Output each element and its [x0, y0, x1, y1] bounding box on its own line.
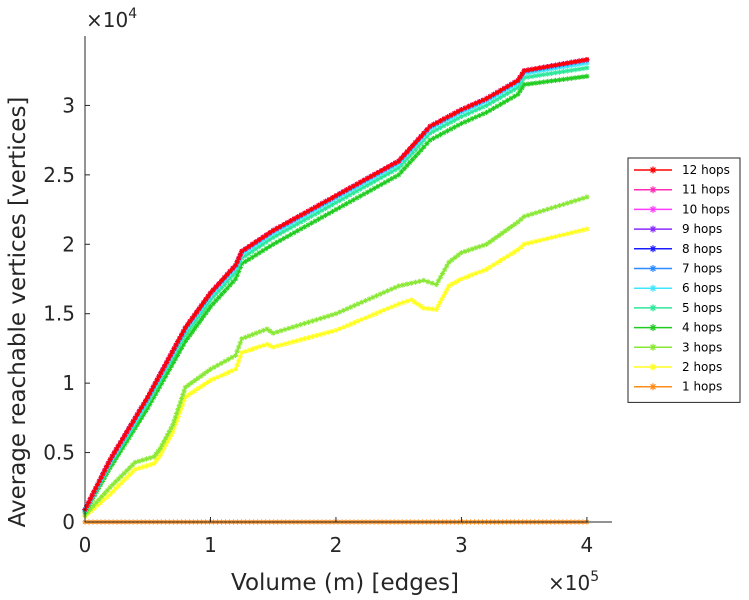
legend-marker	[649, 383, 657, 391]
legend-marker	[649, 265, 657, 272]
plot-area	[82, 57, 590, 525]
series-line	[84, 196, 588, 516]
legend: 12 hops 11 hops 10 hops 9 hops 8 hops 7 hops 6…	[627, 157, 741, 403]
legend-item: 1 hops	[634, 380, 722, 394]
series-10-hops	[82, 57, 590, 513]
y-tick-label: 1	[62, 371, 75, 395]
legend-label: 10 hops	[682, 202, 730, 216]
y-axis-label: Average reachable vertices [vertices]	[5, 97, 31, 528]
x-tick-label: 2	[330, 533, 343, 557]
legend-label: 5 hops	[682, 301, 722, 315]
legend-label: 12 hops	[682, 163, 730, 177]
series-11-hops	[82, 57, 590, 513]
legend-label: 3 hops	[682, 340, 722, 354]
legend-box	[627, 157, 741, 403]
legend-item: 5 hops	[634, 301, 722, 315]
series-9-hops	[82, 57, 590, 513]
x-tick-label: 3	[455, 533, 468, 557]
y-tick-label: 0.5	[43, 441, 75, 465]
legend-marker	[649, 324, 657, 332]
series-line	[84, 58, 588, 510]
y-axis: 0 0.5 1 1.5 2 2.5 3	[43, 36, 90, 534]
x-tick-label: 4	[581, 533, 594, 557]
series-markers	[82, 57, 590, 513]
y-tick-label: 3	[62, 93, 75, 117]
legend-label: 4 hops	[682, 321, 722, 335]
series-markers	[82, 60, 590, 513]
x-axis: 0 1 2 3 4	[79, 517, 612, 557]
series-markers	[82, 57, 590, 513]
legend-label: 8 hops	[682, 242, 722, 256]
series-line	[84, 58, 588, 510]
legend-item: 3 hops	[634, 340, 722, 354]
series-line	[84, 58, 588, 510]
legend-item: 9 hops	[634, 222, 722, 236]
legend-item: 4 hops	[634, 321, 722, 335]
legend-item: 2 hops	[634, 360, 722, 374]
legend-marker	[649, 166, 657, 174]
legend-label: 2 hops	[682, 360, 722, 374]
legend-label: 7 hops	[682, 262, 722, 276]
legend-item: 12 hops	[634, 163, 730, 177]
series-line	[84, 59, 588, 511]
legend-marker	[649, 284, 657, 292]
legend-marker	[649, 304, 657, 312]
x-tick-label: 0	[79, 533, 92, 557]
legend-label: 9 hops	[682, 222, 722, 236]
y-axis-multiplier: ×104	[86, 6, 137, 32]
legend-item: 7 hops	[634, 262, 722, 276]
x-axis-multiplier: ×105	[548, 569, 599, 595]
series-markers	[82, 65, 590, 514]
y-tick-label: 2	[62, 232, 75, 256]
legend-label: 1 hops	[682, 380, 722, 394]
series-6-hops	[82, 60, 590, 513]
legend-marker	[649, 186, 657, 194]
x-axis-label: Volume (m) [edges]	[231, 570, 459, 596]
series-line	[84, 58, 588, 510]
y-tick-label: 2.5	[43, 163, 75, 187]
series-5-hops	[82, 65, 590, 514]
series-line	[84, 58, 588, 510]
legend-marker	[649, 245, 657, 253]
legend-item: 6 hops	[634, 281, 722, 295]
legend-item: 8 hops	[634, 242, 722, 256]
legend-marker	[649, 205, 657, 213]
series-line	[84, 62, 588, 511]
series-markers	[82, 57, 590, 513]
series-line	[84, 67, 588, 512]
x-tick-label: 1	[204, 533, 217, 557]
series-markers	[82, 57, 590, 513]
legend-label: 6 hops	[682, 281, 722, 295]
legend-label: 11 hops	[682, 183, 730, 197]
legend-marker	[649, 363, 657, 371]
series-markers	[82, 57, 590, 513]
series-7-hops	[82, 57, 590, 513]
legend-item: 11 hops	[634, 183, 730, 197]
series-markers	[82, 57, 590, 513]
legend-marker	[649, 343, 657, 351]
legend-item: 10 hops	[634, 202, 730, 216]
series-12-hops	[82, 57, 590, 513]
series-markers	[82, 194, 590, 518]
y-tick-label: 0	[62, 510, 75, 534]
series-3-hops	[82, 194, 590, 518]
y-tick-label: 1.5	[43, 302, 75, 326]
legend-marker	[649, 225, 657, 233]
series-8-hops	[82, 57, 590, 513]
